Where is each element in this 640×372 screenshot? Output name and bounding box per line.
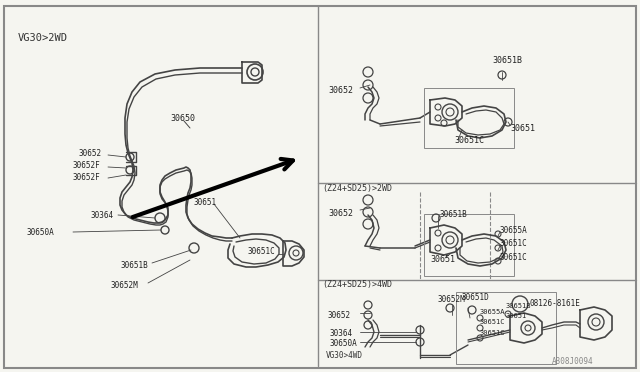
Text: VG30>4WD: VG30>4WD	[326, 350, 363, 359]
Text: 30651C: 30651C	[500, 253, 528, 262]
Text: 08126-8161E: 08126-8161E	[530, 299, 581, 308]
Text: 30651C: 30651C	[480, 330, 506, 336]
Text: 30651B: 30651B	[120, 260, 148, 269]
Text: 30652M: 30652M	[110, 280, 138, 289]
Text: 30651C: 30651C	[500, 240, 528, 248]
Text: 30655A: 30655A	[480, 309, 506, 315]
Text: 30364: 30364	[90, 211, 113, 219]
Text: 30652: 30652	[328, 208, 353, 218]
Text: 30652M: 30652M	[438, 295, 466, 305]
Bar	[424, 214, 514, 276]
Text: 30652: 30652	[328, 311, 351, 320]
Text: 30651B: 30651B	[492, 55, 522, 64]
Text: 30650A: 30650A	[330, 340, 358, 349]
Text: 30652: 30652	[328, 86, 353, 94]
Text: 30651C: 30651C	[480, 319, 506, 325]
Text: (Z24+SD25)>2WD: (Z24+SD25)>2WD	[322, 183, 392, 192]
Text: 30652: 30652	[78, 148, 101, 157]
Text: 30655A: 30655A	[500, 225, 528, 234]
Text: 30651: 30651	[430, 256, 455, 264]
Text: A308J0094: A308J0094	[552, 357, 594, 366]
Text: (Z24+SD25)>4WD: (Z24+SD25)>4WD	[322, 280, 392, 289]
Text: 30652F: 30652F	[72, 173, 100, 182]
Text: 30651: 30651	[510, 124, 535, 132]
Bar	[424, 88, 514, 148]
Text: 30650A: 30650A	[26, 228, 54, 237]
Text: 30651: 30651	[194, 198, 217, 206]
Text: 30651C: 30651C	[248, 247, 276, 257]
Text: 30651: 30651	[506, 313, 527, 319]
Text: 30651D: 30651D	[462, 294, 490, 302]
Bar	[456, 292, 556, 364]
Text: 30650: 30650	[170, 113, 195, 122]
Text: 30651B: 30651B	[440, 209, 468, 218]
Text: 30651B: 30651B	[506, 303, 531, 309]
Text: 30651C: 30651C	[454, 135, 484, 144]
Text: 30652F: 30652F	[72, 160, 100, 170]
Text: 30364: 30364	[330, 330, 353, 339]
Text: VG30>2WD: VG30>2WD	[18, 33, 68, 43]
